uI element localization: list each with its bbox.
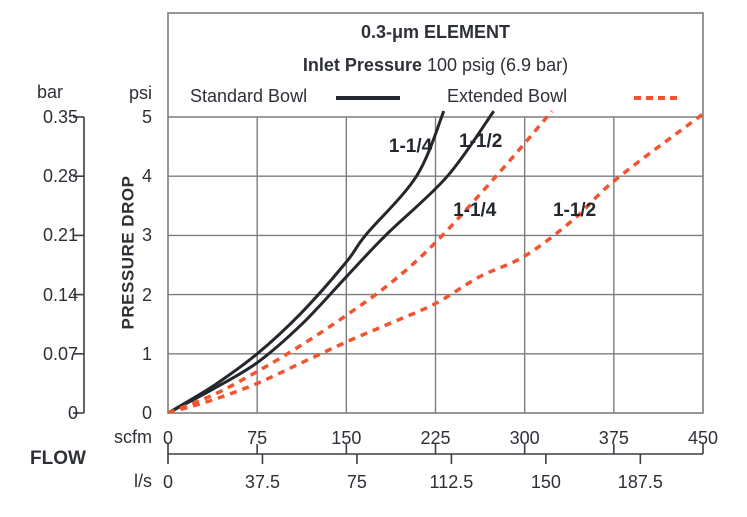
ls-axis-header: l/s: [134, 471, 152, 491]
ls-tick-label: 75: [346, 472, 367, 492]
ls-tick-label: 37.5: [244, 472, 280, 492]
curve-standard-bowl-1-14: [168, 110, 446, 413]
psi-tick-label: 4: [141, 166, 152, 187]
scfm-tick-label: 375: [598, 428, 629, 448]
bar-tick-label: 0: [67, 403, 78, 423]
psi-tick-label: 2: [141, 284, 152, 305]
bar-tick-label: 0.07: [42, 343, 78, 364]
psi-tick-label: 1: [141, 343, 152, 364]
ls-tick-label: 0: [162, 472, 174, 492]
psi-axis-header: psi: [128, 83, 152, 103]
curve-standard-bowl-1-12: [168, 110, 496, 413]
curve-size-label: 1-1/4: [388, 136, 433, 158]
bar-tick-label: 0.28: [42, 166, 78, 187]
scfm-tick-label: 0: [162, 428, 174, 448]
flow-axis-label: FLOW: [30, 448, 86, 469]
bar-tick-label: 0.21: [42, 225, 78, 246]
curve-extended-bowl-1-12: [168, 112, 703, 413]
scfm-tick-label: 75: [247, 428, 268, 448]
chart-subtitle: Inlet Pressure 100 psig (6.9 bar): [168, 55, 703, 76]
bar-tick-label: 0.14: [42, 284, 78, 305]
psi-tick-label: 3: [141, 225, 152, 246]
chart-title: 0.3-μm ELEMENT: [168, 22, 703, 43]
ls-tick-label: 150: [530, 472, 561, 492]
psi-tick-label: 0: [141, 403, 152, 423]
legend-standard-bowl-label: Standard Bowl: [190, 86, 308, 106]
scfm-tick-label: 450: [687, 428, 719, 448]
scfm-tick-label: 225: [420, 428, 451, 448]
curve-extended-bowl-1-14: [168, 109, 554, 413]
curve-size-label: 1-1/2: [459, 130, 503, 152]
legend-standard-line-sample: [336, 96, 400, 100]
legend-extended-line-sample: [634, 96, 682, 100]
ls-tick-label: 112.5: [429, 472, 474, 492]
curve-size-label: 1-1/2: [552, 200, 597, 222]
chart-subtitle-bold: Inlet Pressure: [302, 55, 422, 75]
curve-size-label: 1-1/4: [453, 200, 497, 222]
bar-tick-label: 0.35: [42, 107, 78, 127]
chart-title-text: 0.3-μm ELEMENT: [360, 22, 511, 42]
scfm-axis-header: scfm: [114, 427, 152, 447]
scfm-tick-label: 150: [331, 428, 362, 448]
scfm-tick-label: 300: [509, 428, 540, 448]
psi-tick-label: 5: [141, 107, 152, 127]
legend-extended-bowl-label: Extended Bowl: [447, 86, 568, 106]
bar-axis-header: bar: [36, 82, 63, 102]
chart-subtitle-value: 100 psig (6.9 bar): [421, 55, 569, 75]
ls-tick-label: 187.5: [617, 472, 663, 492]
